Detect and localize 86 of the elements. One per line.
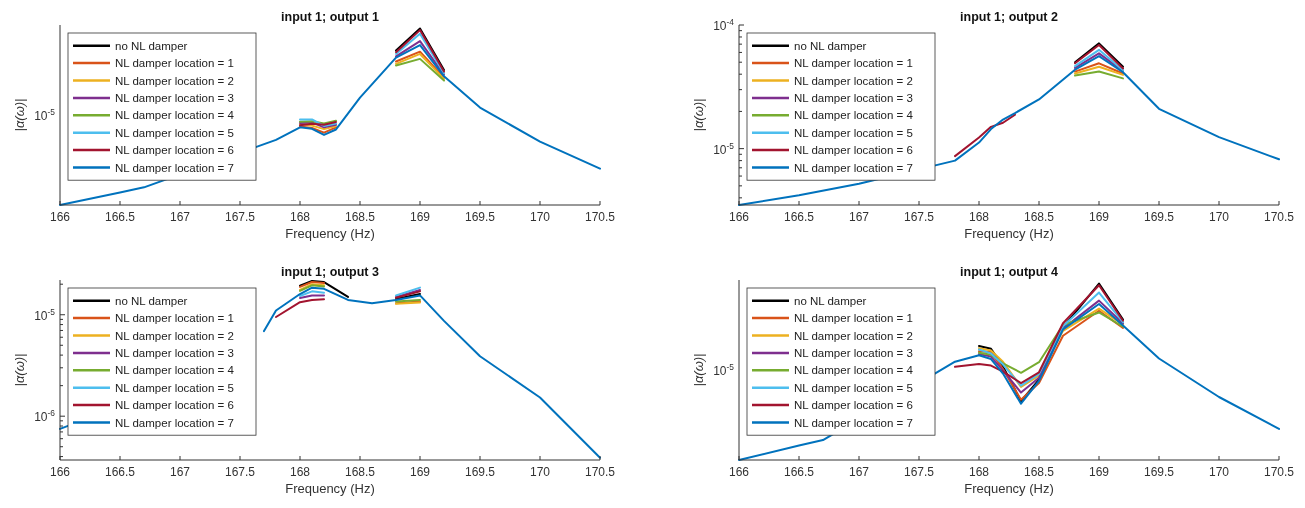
- legend-label: NL damper location = 4: [794, 364, 914, 377]
- legend-label: NL damper location = 3: [115, 346, 234, 359]
- legend-label: NL damper location = 7: [794, 161, 913, 174]
- legend-label: NL damper location = 2: [794, 74, 913, 87]
- y-axis-title: |α(ω)|: [691, 353, 706, 387]
- x-tick-label: 167: [169, 210, 191, 224]
- chart-title: input 1; output 1: [281, 10, 379, 24]
- x-tick-label: 168: [289, 465, 311, 479]
- x-tick-label: 169.5: [464, 210, 496, 224]
- x-axis-title: Frequency (Hz): [964, 226, 1054, 241]
- x-tick-label: 167: [169, 465, 191, 479]
- chart-title: input 1; output 4: [960, 265, 1058, 279]
- legend-label: NL damper location = 6: [794, 144, 913, 157]
- y-tick-label: 10$^{-4}$: [713, 17, 735, 33]
- x-tick-label: 169.5: [1143, 465, 1175, 479]
- legend-label: no NL damper: [115, 294, 188, 307]
- x-tick-label: 166: [728, 465, 750, 479]
- legend-label: NL damper location = 5: [794, 381, 913, 394]
- x-tick-label: 167.5: [224, 210, 256, 224]
- x-tick-label: 168.5: [1023, 465, 1055, 479]
- x-tick-label: 168: [968, 465, 990, 479]
- legend-label: NL damper location = 1: [115, 57, 234, 70]
- legend-label: NL damper location = 4: [115, 364, 235, 377]
- legend-label: NL damper location = 2: [794, 329, 913, 342]
- x-tick-label: 170.5: [1263, 465, 1295, 479]
- x-tick-label: 166: [49, 210, 71, 224]
- x-tick-label: 166: [49, 465, 71, 479]
- x-tick-label: 169: [1088, 210, 1110, 224]
- x-tick-label: 166.5: [783, 210, 815, 224]
- chart-title: input 1; output 2: [960, 10, 1058, 24]
- legend-label: no NL damper: [794, 294, 867, 307]
- legend-label: NL damper location = 2: [115, 74, 234, 87]
- legend-label: NL damper location = 1: [794, 312, 913, 325]
- legend-label: NL damper location = 1: [115, 312, 234, 325]
- legend-label: NL damper location = 7: [115, 416, 234, 429]
- x-tick-label: 166.5: [104, 465, 136, 479]
- x-tick-label: 168.5: [344, 465, 376, 479]
- legend-label: no NL damper: [115, 39, 188, 52]
- y-axis-title: |α(ω)|: [12, 98, 27, 132]
- y-axis-title: |α(ω)|: [12, 353, 27, 387]
- x-tick-label: 166: [728, 210, 750, 224]
- x-tick-label: 169: [1088, 465, 1110, 479]
- x-tick-label: 168.5: [1023, 210, 1055, 224]
- legend-label: NL damper location = 5: [115, 126, 234, 139]
- x-tick-label: 170.5: [584, 210, 616, 224]
- x-axis-title: Frequency (Hz): [964, 481, 1054, 496]
- x-tick-label: 167: [848, 210, 870, 224]
- x-tick-label: 170: [529, 465, 551, 479]
- x-tick-label: 170.5: [1263, 210, 1295, 224]
- x-tick-label: 169: [409, 465, 431, 479]
- x-tick-label: 166.5: [783, 465, 815, 479]
- x-tick-label: 167.5: [903, 465, 935, 479]
- legend-label: NL damper location = 5: [794, 126, 913, 139]
- legend-label: NL damper location = 4: [794, 109, 914, 122]
- x-tick-label: 169: [409, 210, 431, 224]
- x-tick-label: 170: [1208, 210, 1230, 224]
- legend-label: NL damper location = 6: [794, 399, 913, 412]
- x-tick-label: 170: [1208, 465, 1230, 479]
- x-tick-label: 168.5: [344, 210, 376, 224]
- x-tick-label: 168: [968, 210, 990, 224]
- legend-label: NL damper location = 7: [115, 161, 234, 174]
- x-axis-title: Frequency (Hz): [285, 226, 375, 241]
- x-tick-label: 166.5: [104, 210, 136, 224]
- x-tick-label: 167.5: [903, 210, 935, 224]
- chart-title: input 1; output 3: [281, 265, 379, 279]
- x-axis-title: Frequency (Hz): [285, 481, 375, 496]
- legend-label: NL damper location = 7: [794, 416, 913, 429]
- legend-label: no NL damper: [794, 39, 867, 52]
- x-tick-label: 167: [848, 465, 870, 479]
- legend-label: NL damper location = 6: [115, 399, 234, 412]
- legend-label: NL damper location = 2: [115, 329, 234, 342]
- y-axis-title: |α(ω)|: [691, 98, 706, 132]
- x-tick-label: 167.5: [224, 465, 256, 479]
- x-tick-label: 169.5: [464, 465, 496, 479]
- x-tick-label: 170.5: [584, 465, 616, 479]
- legend-label: NL damper location = 3: [794, 346, 913, 359]
- legend-label: NL damper location = 4: [115, 109, 235, 122]
- legend-label: NL damper location = 3: [115, 91, 234, 104]
- legend-label: NL damper location = 5: [115, 381, 234, 394]
- x-tick-label: 169.5: [1143, 210, 1175, 224]
- legend-label: NL damper location = 1: [794, 57, 913, 70]
- legend-label: NL damper location = 3: [794, 91, 913, 104]
- legend-label: NL damper location = 6: [115, 144, 234, 157]
- x-tick-label: 168: [289, 210, 311, 224]
- x-tick-label: 170: [529, 210, 551, 224]
- y-tick-label: 10$^{-6}$: [34, 408, 56, 425]
